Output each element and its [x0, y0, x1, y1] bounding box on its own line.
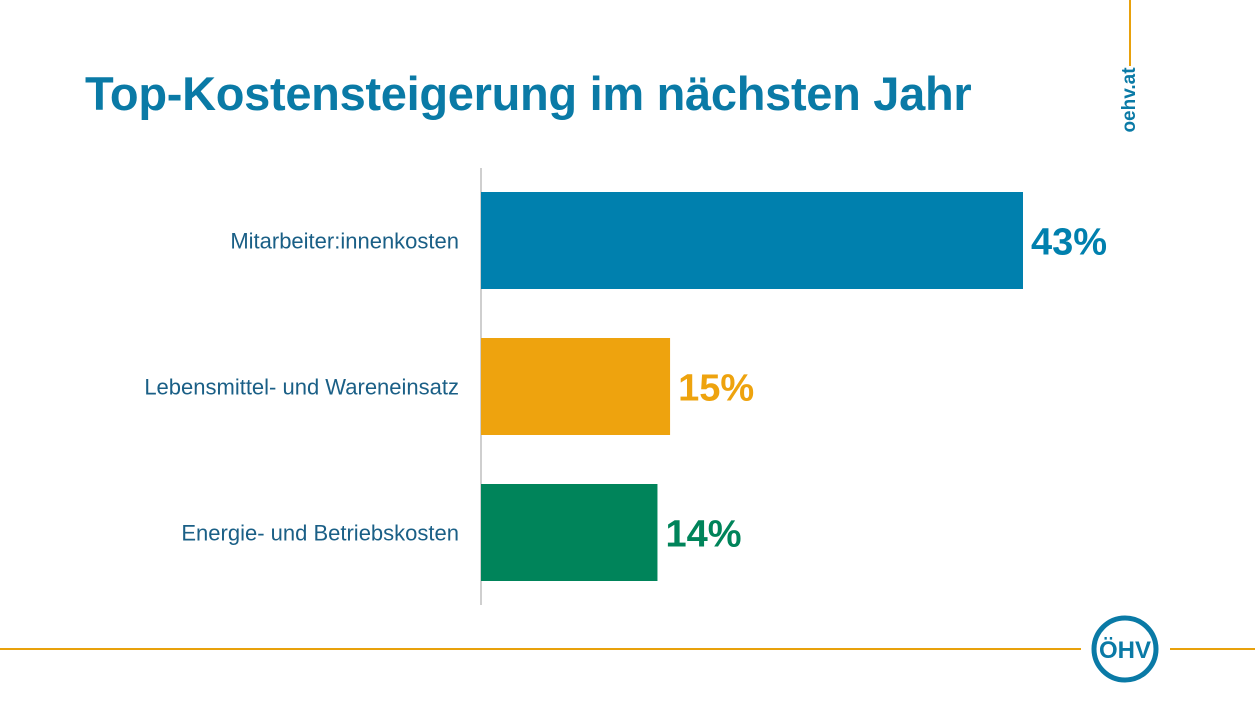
- bottom-accent-line-left: [0, 648, 1081, 650]
- bottom-accent-line-right: [1170, 648, 1255, 650]
- category-label-2: Energie- und Betriebskosten: [181, 521, 459, 546]
- oehv-logo: ÖHV: [1091, 615, 1159, 683]
- value-label-2: 14%: [665, 514, 741, 556]
- top-accent-line: [1129, 0, 1131, 66]
- value-label-0: 43%: [1031, 222, 1107, 264]
- bar-2: [481, 484, 658, 581]
- logo-text: ÖHV: [1099, 637, 1151, 664]
- bar-1: [481, 338, 671, 435]
- bar-0: [481, 192, 1023, 289]
- category-label-1: Lebensmittel- und Wareneinsatz: [144, 375, 459, 400]
- chart-title: Top-Kostensteigerung im nächsten Jahr: [85, 67, 972, 120]
- category-label-0: Mitarbeiter:innenkosten: [230, 229, 459, 254]
- value-label-1: 15%: [678, 368, 754, 410]
